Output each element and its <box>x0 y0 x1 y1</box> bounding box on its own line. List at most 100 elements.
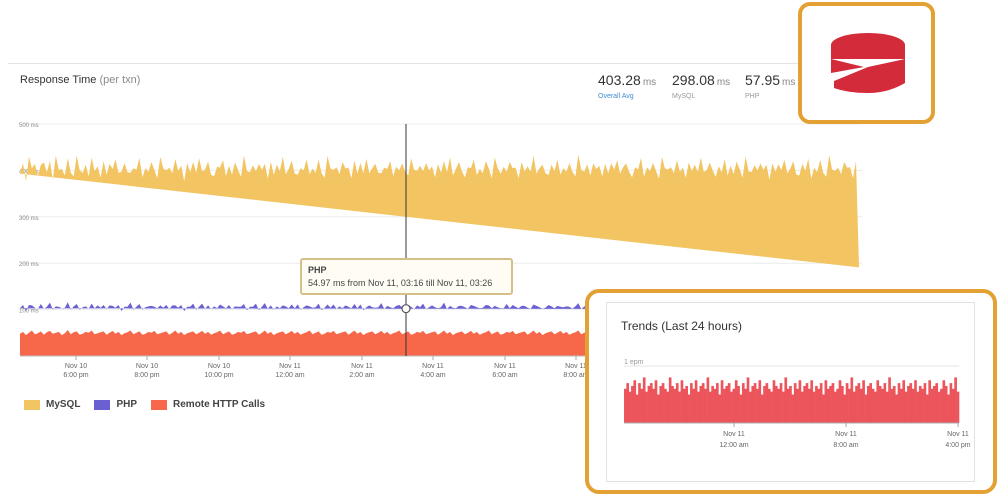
trend-bar <box>949 383 953 423</box>
trend-x-tick-label: 8:00 am <box>833 442 858 449</box>
trend-bar <box>864 394 868 423</box>
trend-bar <box>848 388 851 423</box>
trend-bar <box>784 377 788 423</box>
legend-item-php[interactable]: PHP <box>94 399 137 410</box>
trend-bar <box>718 394 722 423</box>
trend-bar <box>803 385 806 423</box>
chart-title-text: Response Time <box>20 74 97 86</box>
trend-bar <box>845 383 849 423</box>
stat-overall-avg: 403.28 ms Overall Avg <box>598 72 656 100</box>
trend-bar <box>885 391 889 423</box>
trend-bar <box>935 383 939 423</box>
trend-bar <box>812 391 816 423</box>
trend-bar <box>928 380 931 423</box>
trend-bar <box>942 380 946 423</box>
trend-bar <box>664 388 667 423</box>
x-tick-label: Nov 11 <box>351 363 373 370</box>
chart-title: Response Time (per txn) <box>20 74 140 86</box>
trend-bar <box>649 383 653 423</box>
trend-bar <box>680 380 684 423</box>
trend-bar <box>866 385 870 423</box>
trend-bar <box>883 383 887 423</box>
trend-bar <box>786 388 790 423</box>
trend-bar <box>921 388 924 423</box>
trend-bar <box>841 385 844 423</box>
trend-bar <box>760 394 764 423</box>
trend-bar <box>690 383 693 423</box>
stat-value: 57.95 <box>745 72 781 88</box>
stat-value: 298.08 <box>672 72 715 88</box>
trend-bar <box>831 383 835 423</box>
trend-bar <box>909 383 913 423</box>
trend-bar <box>758 380 762 423</box>
trend-bar <box>777 388 781 423</box>
trend-bar <box>907 385 910 423</box>
stat-value: 403.28 <box>598 72 641 88</box>
trend-bar <box>774 385 778 423</box>
trend-x-tick-label: Nov 11 <box>835 431 857 438</box>
chart-subtitle: (per txn) <box>99 74 141 86</box>
tooltip-title: PHP <box>308 265 327 275</box>
trend-bar <box>951 388 955 423</box>
x-tick-label: 8:00 am <box>563 372 588 379</box>
trend-bar <box>918 385 922 423</box>
stat-label-link[interactable]: Overall Avg <box>598 93 634 100</box>
hover-point <box>401 304 411 314</box>
trend-bar <box>888 377 891 423</box>
trend-bar <box>744 388 747 423</box>
trend-bar <box>829 385 832 423</box>
trend-bar <box>916 391 920 423</box>
stat-unit: ms <box>716 77 731 88</box>
x-tick-label: 2:00 am <box>349 372 374 379</box>
legend-swatch <box>24 399 40 410</box>
trend-bar <box>859 388 863 423</box>
x-tick-label: 6:00 pm <box>63 372 88 379</box>
trend-bar <box>791 394 795 423</box>
stat-mysql: 298.08 ms MySQL <box>672 72 730 100</box>
x-tick-label: 6:00 am <box>492 372 517 379</box>
trend-x-tick-label: Nov 11 <box>723 431 745 438</box>
trend-bar <box>822 394 825 423</box>
trend-bar <box>640 388 644 423</box>
trend-bar <box>947 394 950 423</box>
trend-bar <box>789 385 792 423</box>
trends-chart[interactable]: 1 epm Nov 11 12:00 am Nov 11 8:00 am Nov 11 4:… <box>607 303 976 483</box>
x-tick-label: 4:00 am <box>420 372 445 379</box>
trend-bar <box>763 385 766 423</box>
legend-item-mysql[interactable]: MySQL <box>24 399 80 410</box>
trend-bar <box>727 383 731 423</box>
trend-bar <box>708 391 712 423</box>
x-tick-label: Nov 11 <box>565 363 587 370</box>
trend-bar <box>741 383 745 423</box>
legend-swatch <box>94 399 111 410</box>
x-tick-label: 8:00 pm <box>134 372 159 379</box>
trend-bar <box>805 383 809 423</box>
trend-bar <box>765 383 769 423</box>
trend-bar <box>633 380 637 423</box>
trend-bar <box>819 383 823 423</box>
trend-bar <box>749 391 752 423</box>
trend-bar <box>892 385 896 423</box>
trend-bar <box>782 391 785 423</box>
trend-bar <box>675 383 679 423</box>
legend-item-remote-http[interactable]: Remote HTTP Calls <box>151 399 265 410</box>
trend-bar <box>756 388 759 423</box>
trend-bar <box>673 388 677 423</box>
trend-bar <box>956 391 960 423</box>
trend-bar <box>826 388 830 423</box>
stat-php: 57.95 ms PHP <box>745 72 795 100</box>
trend-bar <box>652 388 655 423</box>
header-divider <box>8 63 878 64</box>
trend-bar <box>944 385 948 423</box>
stat-unit: ms <box>642 77 657 88</box>
series-area-mysql <box>20 154 859 268</box>
trend-bar <box>734 380 738 423</box>
trend-bar <box>687 394 691 423</box>
stat-unit: ms <box>782 77 796 88</box>
trend-bar <box>843 394 847 423</box>
trend-bar <box>692 388 696 423</box>
trend-bar <box>624 388 627 423</box>
trend-bar <box>817 388 821 423</box>
trends-title: Trends (Last 24 hours) <box>621 319 742 333</box>
trend-bar <box>631 385 634 423</box>
